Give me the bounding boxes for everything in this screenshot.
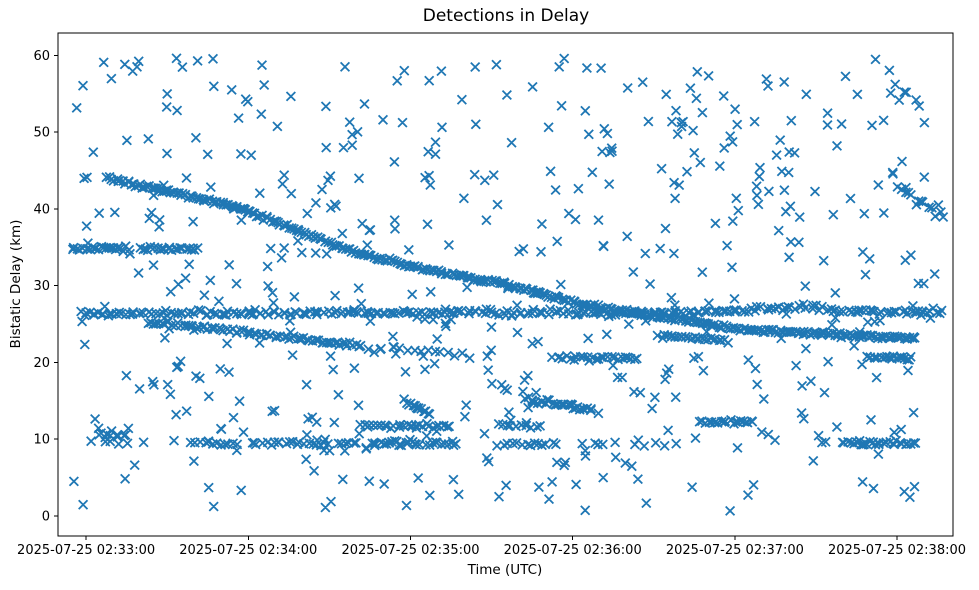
y-tick-label: 10 [33, 433, 50, 448]
y-tick-label: 60 [33, 49, 50, 64]
axis-tick-labels: 2025-07-25 02:33:00 2025-07-25 02:34:00 20… [17, 49, 966, 558]
y-tick-label: 30 [33, 279, 50, 294]
y-tick-label: 50 [33, 126, 50, 141]
y-tick-label: 20 [33, 356, 50, 371]
y-tick-label: 0 [42, 510, 50, 525]
x-tick-label: 2025-07-25 02:33:00 [17, 543, 155, 558]
x-axis-label: Time (UTC) [467, 562, 543, 578]
x-tick-label: 2025-07-25 02:38:00 [828, 543, 966, 558]
y-tick-label: 40 [33, 202, 50, 217]
x-tick-label: 2025-07-25 02:37:00 [666, 543, 804, 558]
detection-markers [67, 53, 949, 516]
chart-title: Detections in Delay [422, 6, 590, 26]
x-tick-label: 2025-07-25 02:35:00 [341, 543, 479, 558]
x-tick-label: 2025-07-25 02:36:00 [504, 543, 642, 558]
x-tick-label: 2025-07-25 02:34:00 [179, 543, 317, 558]
axes-border [57, 32, 954, 537]
axis-ticks [54, 54, 898, 540]
